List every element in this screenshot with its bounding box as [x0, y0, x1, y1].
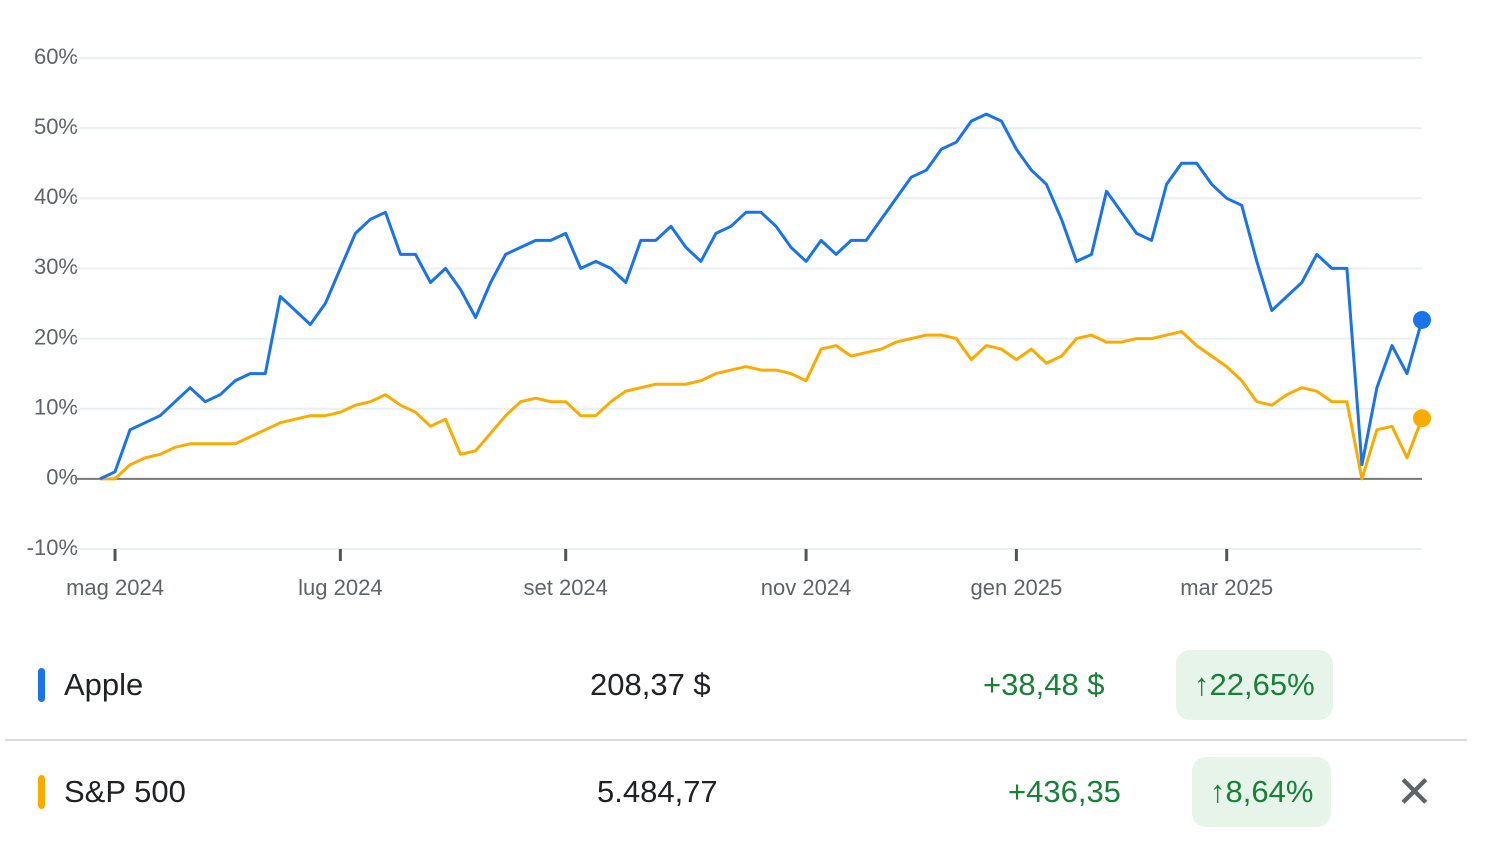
x-tick-label: nov 2024	[761, 575, 852, 600]
y-tick-label: -10%	[27, 535, 78, 560]
x-tick-label: mar 2025	[1180, 575, 1273, 600]
change-percent-text: 8,64%	[1225, 774, 1314, 809]
x-tick-label: set 2024	[524, 575, 608, 600]
series-line	[99, 112, 1424, 481]
change-percent: ↑ 8,64%	[1192, 757, 1332, 827]
quote-row: Apple 208,37 $ +38,48 $ ↑ 22,65%	[0, 635, 1467, 735]
end-point	[1413, 409, 1431, 428]
change: +436,35	[1008, 774, 1121, 809]
change-percent-text: 22,65%	[1209, 667, 1315, 702]
x-tick-label: gen 2025	[971, 575, 1063, 600]
y-tick-label: 60%	[34, 44, 78, 69]
y-tick-label: 50%	[34, 114, 78, 139]
remove-button[interactable]: ✕	[1396, 767, 1433, 817]
x-tick-label: lug 2024	[298, 575, 382, 600]
legend-swatch	[38, 775, 45, 809]
y-tick-label: 30%	[34, 254, 78, 279]
y-tick-label: 10%	[34, 395, 78, 420]
price: 5.484,77	[597, 774, 718, 809]
chart: 60% 50% 40% 30% 20% 10% 0% -10% mag 2024 lug 2024…	[27, 44, 1431, 600]
y-tick-label: 20%	[34, 324, 78, 349]
series-name: S&P 500	[64, 774, 186, 809]
series-line	[100, 330, 1424, 481]
change: +38,48 $	[983, 667, 1105, 702]
price: 208,37 $	[590, 667, 711, 702]
up-arrow: ↑	[1210, 774, 1226, 809]
legend-swatch	[38, 668, 45, 702]
x-tick-label: mag 2024	[66, 575, 164, 600]
y-tick-label: 40%	[34, 184, 78, 209]
y-tick-label: 0%	[46, 465, 78, 490]
change-percent: ↑ 22,65%	[1176, 650, 1333, 720]
separator	[5, 739, 1467, 741]
up-arrow: ↑	[1194, 667, 1210, 702]
series-name: Apple	[64, 667, 144, 702]
end-point	[1413, 310, 1431, 329]
quote-row: S&P 500 5.484,77 +436,35 ↑ 8,64% ✕	[0, 742, 1467, 842]
